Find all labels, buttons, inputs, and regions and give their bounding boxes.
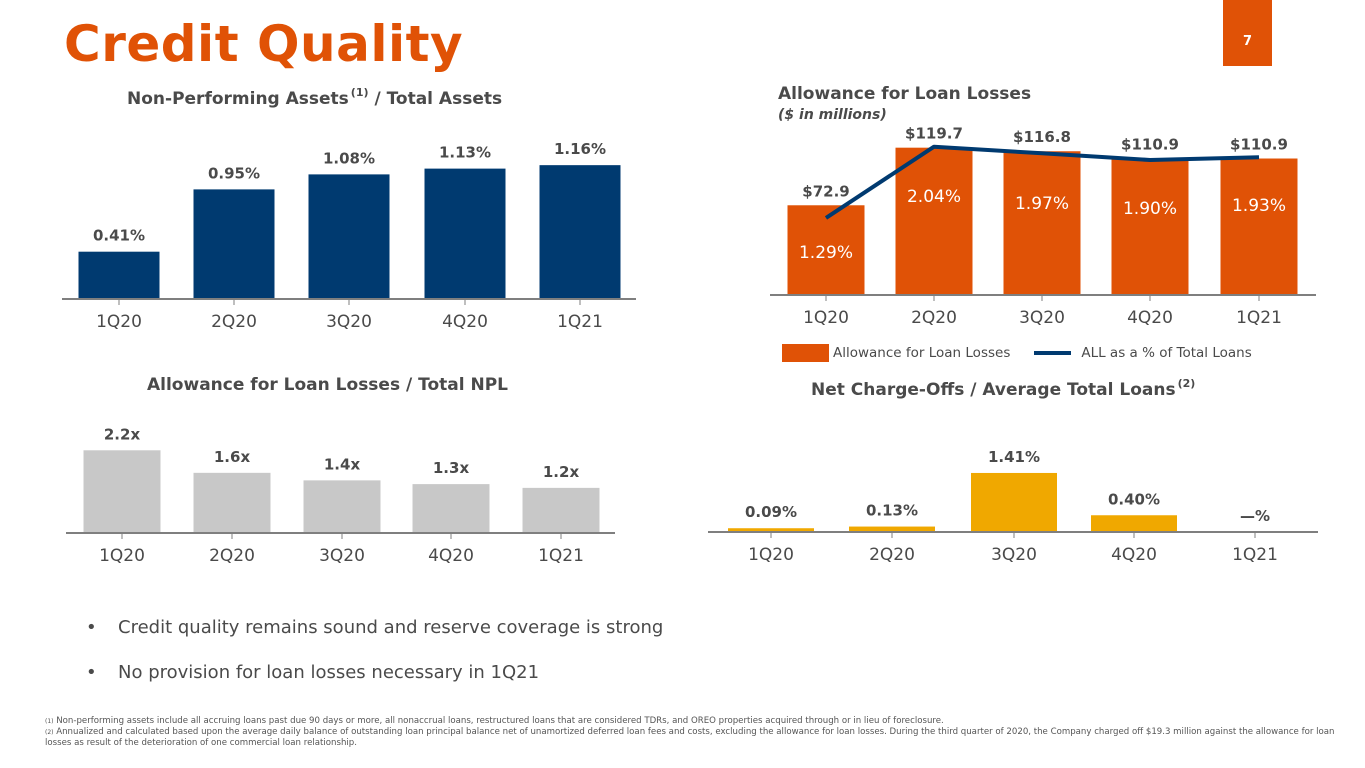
all-pct-label: 2.04%	[907, 187, 961, 207]
npl-data-label: 1.4x	[324, 455, 361, 473]
legend-label-allowance: Allowance for Loan Losses	[833, 345, 1011, 361]
npa-chart-title: Non-Performing Assets (1) / Total Assets	[127, 86, 503, 109]
bullet-text: No provision for loan losses necessary i…	[118, 662, 540, 683]
legend-swatch-line	[1034, 351, 1072, 355]
all-bar	[1003, 151, 1081, 295]
all-chart-subtitle: ($ in millions)	[778, 107, 887, 123]
npl-data-label: 1.2x	[543, 463, 580, 481]
bullet-text: Credit quality remains sound and reserve…	[118, 617, 664, 638]
footnote-marker: (2)	[45, 729, 54, 736]
all-bar	[1111, 158, 1189, 295]
all-pct-label: 1.93%	[1232, 196, 1286, 216]
all-pct-label: 1.29%	[799, 243, 853, 263]
all-x-tick-label: 4Q20	[1127, 308, 1173, 328]
all-bar-value-label: $116.8	[1013, 128, 1071, 146]
all-bar	[895, 147, 973, 295]
nco-title-text: Net Charge-Offs / Average Total Loans	[811, 380, 1176, 400]
npa-bar	[193, 189, 275, 299]
npa-bar	[424, 168, 506, 299]
all-bar-value-label: $110.9	[1121, 136, 1179, 154]
all-bar-value-label: $110.9	[1230, 136, 1288, 154]
npa-title-text: Non-Performing Assets	[127, 89, 349, 109]
npa-title-footnote: (1)	[350, 86, 369, 99]
footnotes: (1) Non-performing assets include all ac…	[45, 716, 1335, 749]
key-points-list: • Credit quality remains sound and reserv…	[86, 615, 663, 705]
npl-x-tick-label: 3Q20	[319, 546, 365, 566]
all-x-tick-label: 3Q20	[1019, 308, 1065, 328]
npa-data-label: 0.41%	[93, 227, 145, 245]
npa-x-tick-label: 1Q20	[96, 312, 142, 332]
bullet-dot-icon: •	[86, 662, 97, 683]
all-bar-value-label: $72.9	[802, 182, 849, 200]
nco-data-label: 1.41%	[988, 448, 1040, 466]
npl-bar	[412, 484, 490, 533]
bullet-dot-icon: •	[86, 617, 97, 638]
nco-bar	[728, 528, 814, 532]
npl-x-tick-label: 1Q20	[99, 546, 145, 566]
npa-x-tick-label: 4Q20	[442, 312, 488, 332]
all-x-tick-label: 1Q21	[1236, 308, 1282, 328]
npl-bar	[193, 472, 271, 533]
nco-chart-title: Net Charge-Offs / Average Total Loans (2)	[811, 377, 1196, 400]
nco-bar	[1091, 515, 1177, 532]
all-pct-label: 1.90%	[1123, 199, 1177, 219]
npl-x-tick-label: 1Q21	[538, 546, 584, 566]
nco-x-tick-label: 1Q20	[748, 545, 794, 565]
footnote-text: Annualized and calculated based upon the…	[45, 727, 1335, 748]
nco-x-tick-label: 2Q20	[869, 545, 915, 565]
nco-data-label: —%	[1240, 507, 1270, 525]
nco-title-footnote: (2)	[1177, 377, 1196, 390]
npa-data-label: 1.16%	[554, 140, 606, 158]
legend-swatch-bar	[782, 344, 829, 362]
npa-bar	[539, 165, 621, 299]
nco-bar	[971, 472, 1057, 532]
npa-data-label: 0.95%	[208, 164, 260, 182]
bullet-item: • No provision for loan losses necessary …	[86, 660, 663, 705]
npl-bar	[83, 450, 161, 533]
npl-data-label: 1.3x	[433, 459, 470, 477]
npa-data-label: 1.08%	[323, 149, 375, 167]
npa-bar	[78, 251, 160, 299]
all-chart-legend: Allowance for Loan Losses ALL as a % of …	[782, 344, 1252, 362]
npa-x-tick-label: 1Q21	[557, 312, 603, 332]
footnote-1: (1) Non-performing assets include all ac…	[45, 716, 1335, 727]
nco-data-label: 0.09%	[745, 503, 797, 521]
all-pct-label: 1.97%	[1015, 194, 1069, 214]
npl-data-label: 2.2x	[104, 425, 141, 443]
footnote-marker: (1)	[45, 718, 54, 725]
npl-chart-title: Allowance for Loan Losses / Total NPL	[147, 375, 509, 395]
page-title: Credit Quality	[64, 15, 464, 73]
all-x-tick-label: 1Q20	[803, 308, 849, 328]
all-bar	[787, 205, 865, 295]
npl-x-tick-label: 2Q20	[209, 546, 255, 566]
npl-bar	[303, 480, 381, 533]
npa-x-tick-label: 3Q20	[326, 312, 372, 332]
all-x-tick-label: 2Q20	[911, 308, 957, 328]
all-bar-value-label: $119.7	[905, 125, 963, 143]
npl-x-tick-label: 4Q20	[428, 546, 474, 566]
npl-bar	[522, 487, 600, 533]
all-bar	[1220, 158, 1298, 295]
nco-x-tick-label: 3Q20	[991, 545, 1037, 565]
all-chart-title: Allowance for Loan Losses	[778, 84, 1032, 104]
nco-data-label: 0.40%	[1108, 490, 1160, 508]
footnote-text: Non-performing assets include all accrui…	[56, 716, 944, 726]
npa-data-label: 1.13%	[439, 144, 491, 162]
nco-bar	[849, 526, 935, 532]
npa-x-tick-label: 2Q20	[211, 312, 257, 332]
npl-data-label: 1.6x	[214, 448, 251, 466]
npa-bar	[308, 174, 390, 299]
page-number-badge: 7	[1223, 0, 1272, 66]
npa-title-suffix: / Total Assets	[374, 89, 503, 109]
nco-x-tick-label: 1Q21	[1232, 545, 1278, 565]
nco-data-label: 0.13%	[866, 502, 918, 520]
nco-x-tick-label: 4Q20	[1111, 545, 1157, 565]
bullet-item: • Credit quality remains sound and reserv…	[86, 615, 663, 660]
legend-label-all-pct: ALL as a % of Total Loans	[1081, 345, 1252, 361]
footnote-2: (2) Annualized and calculated based upon…	[45, 727, 1335, 749]
